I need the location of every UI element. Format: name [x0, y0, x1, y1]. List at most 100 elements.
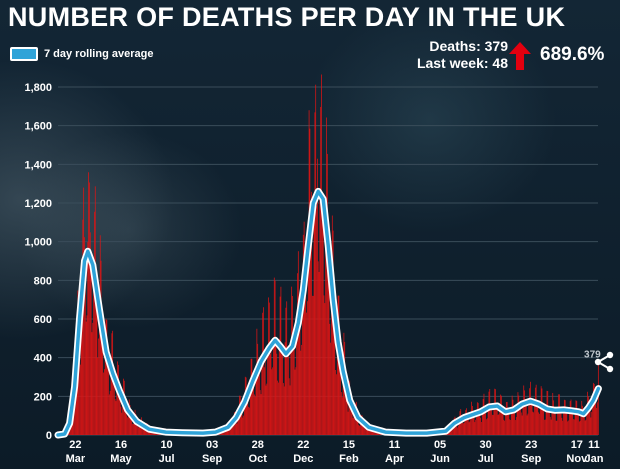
daily-bar [570, 399, 572, 435]
daily-bar [578, 414, 579, 435]
daily-bar [536, 402, 538, 435]
daily-bar [297, 251, 299, 435]
daily-bar [515, 420, 516, 435]
daily-bar [105, 318, 107, 435]
daily-bar [86, 315, 88, 435]
daily-bar [274, 280, 276, 435]
daily-bar [486, 418, 488, 435]
daily-bar [576, 400, 578, 435]
daily-bar [309, 128, 311, 435]
daily-bar [452, 428, 453, 435]
daily-bar [100, 260, 102, 435]
daily-bar [330, 342, 332, 435]
daily-bar [263, 367, 265, 435]
daily-bar [277, 380, 278, 435]
daily-bar [143, 429, 145, 435]
daily-bar [260, 394, 262, 435]
rolling-average-line [54, 187, 602, 439]
daily-bar [294, 369, 296, 435]
daily-bar [318, 271, 320, 435]
daily-bar [254, 396, 256, 435]
daily-bar [577, 414, 578, 435]
daily-bar [122, 400, 123, 435]
daily-bar [238, 414, 240, 435]
daily-bar [84, 237, 85, 435]
daily-bar [362, 422, 364, 435]
daily-bar [120, 406, 122, 435]
daily-bar [266, 383, 268, 435]
x-tick-month: Mar [66, 453, 86, 465]
daily-bar [529, 388, 530, 435]
daily-bar [503, 419, 505, 435]
daily-bar [301, 344, 302, 435]
daily-bar [462, 423, 464, 435]
daily-bar [363, 422, 365, 435]
daily-bar [101, 333, 103, 435]
daily-bar [593, 383, 595, 435]
daily-bar [484, 405, 486, 435]
daily-bar [96, 299, 98, 435]
daily-bar [583, 409, 585, 435]
daily-bar [311, 191, 312, 435]
y-tick-label: 1,000 [24, 237, 52, 249]
daily-bar [234, 420, 236, 435]
daily-bar [255, 372, 257, 435]
daily-bar [591, 411, 593, 435]
daily-bar [548, 410, 549, 435]
daily-bar [510, 413, 512, 435]
daily-bar [588, 396, 589, 435]
daily-bar [237, 420, 239, 435]
daily-bar [575, 400, 577, 435]
daily-bar [288, 378, 290, 435]
share-icon[interactable] [592, 350, 616, 374]
daily-bar [117, 361, 119, 435]
y-tick-label: 400 [34, 353, 52, 365]
daily-bar [579, 420, 581, 435]
daily-bar [334, 309, 336, 435]
daily-bar [583, 415, 584, 435]
daily-bar [107, 358, 109, 435]
daily-bar [571, 411, 573, 435]
daily-bar [516, 408, 518, 435]
daily-bar [341, 392, 342, 435]
daily-bar [95, 293, 97, 435]
x-tick-day: 16 [115, 439, 127, 451]
daily-bar [563, 408, 564, 435]
y-tick-label: 1,400 [24, 159, 52, 171]
daily-bar [494, 388, 496, 435]
daily-bar [89, 182, 90, 435]
daily-bar [150, 431, 152, 435]
daily-bar [248, 406, 249, 435]
daily-bar [295, 367, 297, 435]
daily-bar [488, 391, 490, 435]
daily-bar [535, 384, 537, 435]
daily-bar [590, 417, 592, 435]
daily-bar [256, 328, 258, 435]
daily-bar [312, 295, 314, 435]
daily-bar [241, 403, 243, 435]
daily-bar [496, 405, 497, 435]
daily-bar [586, 408, 588, 435]
daily-bar [556, 420, 558, 435]
daily-bar [592, 382, 594, 435]
daily-bar [592, 405, 593, 435]
daily-bar [91, 332, 93, 435]
x-axis-labels: 22 Mar 16 May 10 Jul 03 Sep 28 Oct 22 Dec 15 Feb 11 Apr… [66, 439, 604, 465]
chart-title: NUMBER OF DEATHS PER DAY IN THE UK [8, 2, 566, 32]
daily-bar [495, 389, 496, 435]
y-axis-labels: 0 200 400 600 800 1,000 1,200 1,400 1,600 1,800 [24, 82, 52, 442]
daily-bar [573, 419, 574, 435]
daily-bar [491, 414, 493, 435]
daily-bar [479, 409, 481, 435]
daily-bar [525, 402, 527, 435]
daily-bar [242, 417, 244, 435]
daily-bar [144, 429, 146, 435]
daily-bar [232, 421, 234, 435]
daily-bar [557, 407, 559, 435]
x-tick-month: Oct [249, 453, 268, 465]
daily-bar [268, 297, 269, 435]
daily-bar [533, 412, 535, 435]
daily-bar [307, 301, 308, 435]
x-tick-month: May [110, 453, 132, 465]
daily-bar [326, 153, 328, 435]
